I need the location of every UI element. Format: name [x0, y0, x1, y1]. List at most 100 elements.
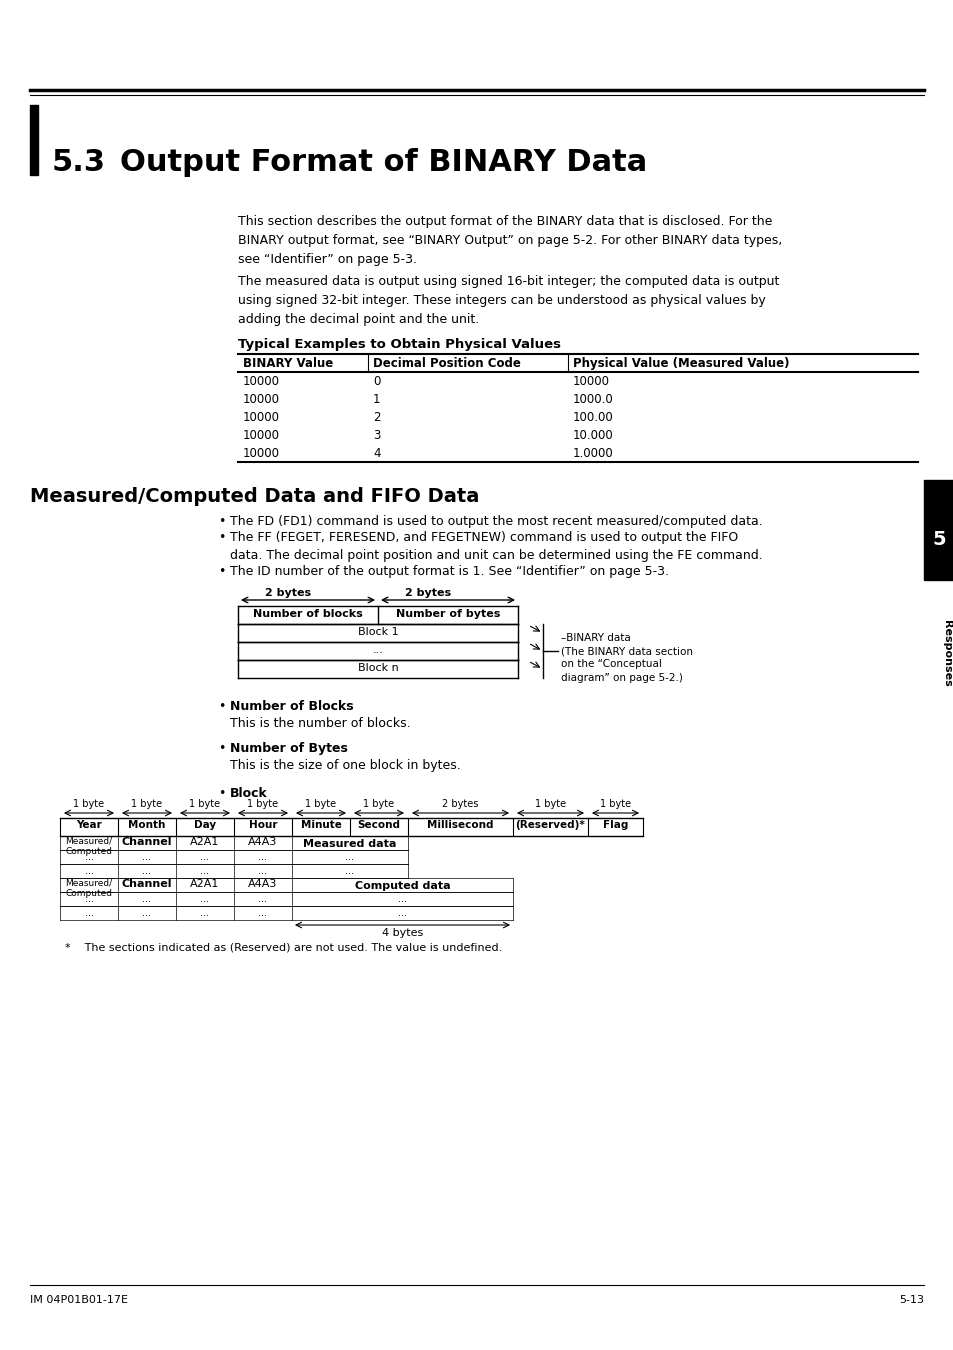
Text: ...: ... [85, 865, 93, 876]
Text: A4A3: A4A3 [248, 837, 277, 846]
Text: The measured data is output using signed 16-bit integer; the computed data is ou: The measured data is output using signed… [237, 275, 779, 325]
Text: 10000: 10000 [243, 447, 280, 460]
Text: Measured/
Computed: Measured/ Computed [66, 879, 112, 898]
Text: 1000.0: 1000.0 [573, 393, 613, 406]
Text: A4A3: A4A3 [248, 879, 277, 890]
Text: ...: ... [200, 894, 210, 904]
Text: This section describes the output format of the BINARY data that is disclosed. F: This section describes the output format… [237, 215, 781, 266]
Text: 10000: 10000 [243, 375, 280, 387]
Text: 10000: 10000 [573, 375, 609, 387]
Text: –BINARY data
(The BINARY data section
on the “Conceptual
diagram” on page 5-2.): –BINARY data (The BINARY data section on… [560, 633, 692, 683]
Text: ...: ... [200, 865, 210, 876]
Text: 1 byte: 1 byte [305, 799, 336, 809]
Text: Minute: Minute [300, 819, 341, 830]
Text: Number of Blocks: Number of Blocks [230, 701, 354, 713]
Text: 1: 1 [373, 393, 380, 406]
Text: ...: ... [397, 894, 407, 904]
Text: •: • [218, 514, 225, 528]
Text: Block 1: Block 1 [357, 626, 398, 637]
Text: 2 bytes: 2 bytes [442, 799, 478, 809]
Text: 10000: 10000 [243, 410, 280, 424]
Text: Second: Second [357, 819, 400, 830]
Text: 2 bytes: 2 bytes [404, 589, 451, 598]
Text: ...: ... [200, 909, 210, 918]
Text: Decimal Position Code: Decimal Position Code [373, 356, 520, 370]
Text: Millisecond: Millisecond [427, 819, 494, 830]
Text: BINARY Value: BINARY Value [243, 356, 333, 370]
Text: 1.0000: 1.0000 [573, 447, 613, 460]
Text: ...: ... [85, 894, 93, 904]
Text: ...: ... [142, 894, 152, 904]
Text: The FF (FEGET, FERESEND, and FEGETNEW) command is used to output the FIFO
data. : The FF (FEGET, FERESEND, and FEGETNEW) c… [230, 531, 762, 562]
Text: 1 byte: 1 byte [599, 799, 630, 809]
Text: 1 byte: 1 byte [363, 799, 395, 809]
Text: ...: ... [345, 865, 355, 876]
Text: ...: ... [85, 909, 93, 918]
Text: Hour: Hour [249, 819, 277, 830]
Text: A2A1: A2A1 [190, 879, 219, 890]
Text: ...: ... [142, 852, 152, 863]
Text: Responses: Responses [941, 620, 951, 687]
Text: 1 byte: 1 byte [73, 799, 105, 809]
Text: ...: ... [258, 852, 267, 863]
Text: •: • [218, 787, 225, 801]
Text: Channel: Channel [122, 879, 172, 890]
Text: ...: ... [258, 909, 267, 918]
Text: Computed data: Computed data [355, 882, 450, 891]
Text: 5-13: 5-13 [898, 1295, 923, 1305]
Text: A2A1: A2A1 [190, 837, 219, 846]
Text: •: • [218, 743, 225, 755]
Text: Typical Examples to Obtain Physical Values: Typical Examples to Obtain Physical Valu… [237, 338, 560, 351]
Text: 4 bytes: 4 bytes [381, 927, 423, 938]
Text: Measured/Computed Data and FIFO Data: Measured/Computed Data and FIFO Data [30, 487, 478, 506]
Text: Number of blocks: Number of blocks [253, 609, 362, 620]
Text: 0: 0 [373, 375, 380, 387]
Text: •: • [218, 566, 225, 578]
Text: 1 byte: 1 byte [190, 799, 220, 809]
Text: 1 byte: 1 byte [535, 799, 565, 809]
Text: IM 04P01B01-17E: IM 04P01B01-17E [30, 1295, 128, 1305]
Text: *    The sections indicated as (Reserved) are not used. The value is undefined.: * The sections indicated as (Reserved) a… [65, 944, 501, 953]
Text: ...: ... [200, 852, 210, 863]
Text: The FD (FD1) command is used to output the most recent measured/computed data.: The FD (FD1) command is used to output t… [230, 514, 762, 528]
Text: 1 byte: 1 byte [132, 799, 162, 809]
Text: The ID number of the output format is 1. See “Identifier” on page 5-3.: The ID number of the output format is 1.… [230, 566, 668, 578]
Text: Year: Year [76, 819, 102, 830]
Text: Channel: Channel [122, 837, 172, 846]
Text: ...: ... [258, 894, 267, 904]
Text: 10.000: 10.000 [573, 429, 613, 441]
Text: This is the number of blocks.: This is the number of blocks. [230, 717, 410, 730]
Text: Measured data: Measured data [303, 838, 396, 849]
Bar [30, 105, 38, 176]
Text: ...: ... [373, 645, 383, 655]
Text: Number of bytes: Number of bytes [395, 609, 499, 620]
Text: Output Format of BINARY Data: Output Format of BINARY Data [120, 148, 646, 177]
Text: ...: ... [85, 852, 93, 863]
Text: ...: ... [142, 865, 152, 876]
Text: Number of Bytes: Number of Bytes [230, 743, 348, 755]
Text: Physical Value (Measured Value): Physical Value (Measured Value) [573, 356, 789, 370]
Text: Flag: Flag [602, 819, 627, 830]
Text: 1 byte: 1 byte [247, 799, 278, 809]
Text: 4: 4 [373, 447, 380, 460]
Text: 100.00: 100.00 [573, 410, 613, 424]
Text: ...: ... [142, 909, 152, 918]
Text: Block n: Block n [357, 663, 398, 674]
Text: Measured/
Computed: Measured/ Computed [66, 837, 112, 856]
Text: Month: Month [128, 819, 166, 830]
Text: 2: 2 [373, 410, 380, 424]
Text: This is the size of one block in bytes.: This is the size of one block in bytes. [230, 759, 460, 772]
Text: •: • [218, 701, 225, 713]
Text: 10000: 10000 [243, 429, 280, 441]
Text: (Reserved)*: (Reserved)* [515, 819, 585, 830]
Text: 2 bytes: 2 bytes [265, 589, 311, 598]
Text: •: • [218, 531, 225, 544]
Text: ...: ... [258, 865, 267, 876]
Text: ...: ... [345, 852, 355, 863]
Text: Day: Day [193, 819, 215, 830]
Text: 5: 5 [931, 531, 944, 549]
Text: ...: ... [397, 909, 407, 918]
Text: Block: Block [230, 787, 268, 801]
Text: 3: 3 [373, 429, 380, 441]
Text: 5.3: 5.3 [52, 148, 106, 177]
